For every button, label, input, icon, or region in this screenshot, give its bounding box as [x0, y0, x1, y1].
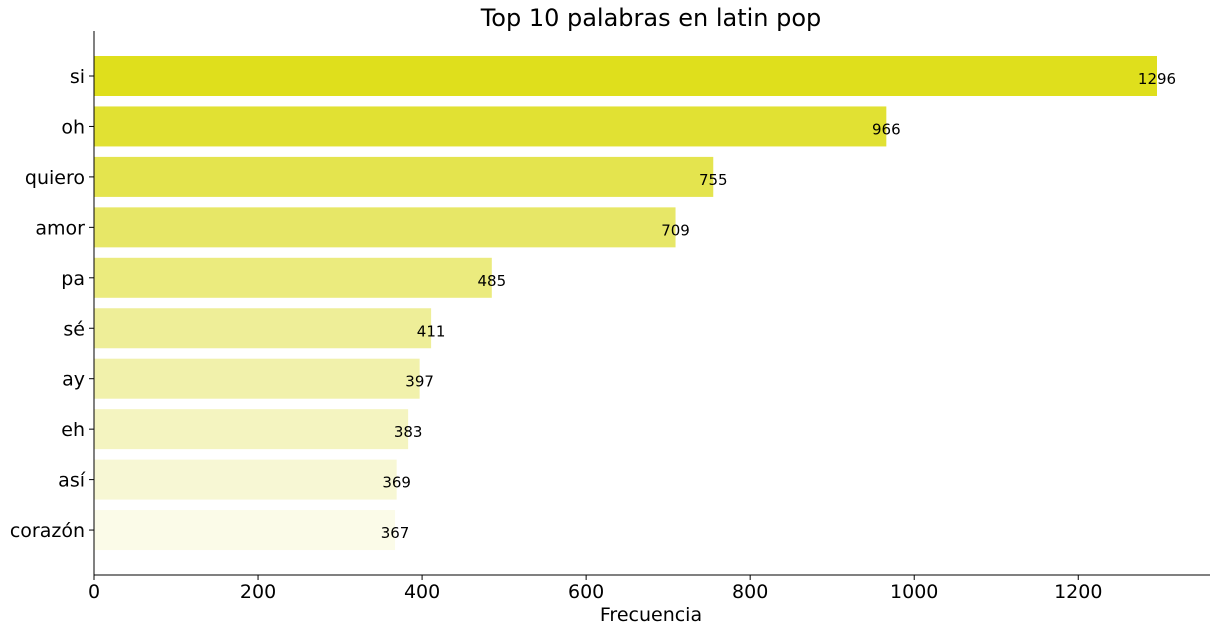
bar-2	[94, 156, 714, 197]
bar-7	[94, 409, 409, 450]
x-ticks: 0 200 400 600 800 1000 1200	[88, 575, 1102, 603]
y-tick-label-4: pa	[61, 268, 85, 290]
x-axis-label: Frecuencia	[600, 604, 702, 626]
data-label-7: 383	[394, 423, 423, 441]
x-axis: 0 200 400 600 800 1000 1200	[88, 574, 1210, 603]
bar-3	[94, 207, 676, 248]
bar-8	[94, 459, 397, 500]
y-tick-label-5: sé	[63, 318, 85, 340]
y-tick-label-8: así	[58, 470, 86, 492]
bar-9	[94, 510, 396, 551]
bar-6	[94, 358, 420, 399]
bar-4	[94, 257, 492, 298]
bar-1	[94, 106, 887, 147]
data-label-5: 411	[417, 322, 446, 340]
y-axis: si oh quiero amor pa sé ay eh así corazón	[10, 31, 95, 575]
y-tick-label-6: ay	[62, 369, 85, 391]
data-label-4: 485	[477, 272, 506, 290]
x-tick-label-0: 0	[88, 581, 100, 603]
data-label-3: 709	[661, 221, 690, 239]
bars-layer	[94, 56, 1157, 551]
y-tick-label-7: eh	[61, 419, 85, 441]
y-tick-label-2: quiero	[25, 167, 85, 189]
data-label-6: 397	[405, 373, 434, 391]
bar-5	[94, 308, 432, 349]
x-tick-label-2: 400	[404, 581, 440, 603]
y-tick-label-3: amor	[35, 217, 85, 239]
bar-0	[94, 56, 1157, 96]
data-label-9: 367	[381, 524, 410, 542]
y-ticks: si oh quiero amor pa sé ay eh así corazón	[10, 66, 94, 542]
x-tick-label-5: 1000	[890, 581, 938, 603]
x-tick-label-3: 600	[568, 581, 604, 603]
data-label-0: 1296	[1138, 70, 1176, 88]
data-label-8: 369	[382, 474, 411, 492]
y-tick-label-1: oh	[61, 116, 85, 138]
data-label-2: 755	[699, 171, 728, 189]
x-tick-label-1: 200	[240, 581, 276, 603]
y-tick-label-9: corazón	[10, 520, 85, 542]
chart-title: Top 10 palabras en latin pop	[480, 4, 822, 32]
data-label-1: 966	[872, 120, 901, 138]
data-labels-layer: 1296 966 755 709 485 411 397 383 369 367	[381, 70, 1176, 542]
x-tick-label-6: 1200	[1054, 581, 1102, 603]
y-tick-label-0: si	[70, 66, 85, 88]
x-tick-label-4: 800	[732, 581, 768, 603]
